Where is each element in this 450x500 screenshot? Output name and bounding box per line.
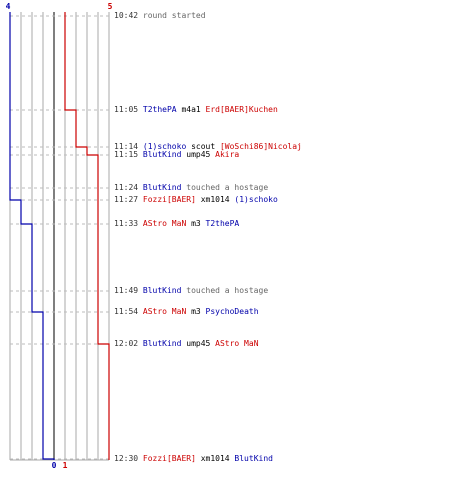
event-player-red: Erd[BAER]Kuchen — [205, 105, 278, 114]
event-info: round started — [142, 11, 206, 20]
event-row: 11:27 Fozzi[BAER] xm1014 (1)schoko — [114, 195, 278, 204]
event-row: 12:30 Fozzi[BAER] xm1014 BlutKind — [114, 454, 273, 463]
event-player-blue: (1)schoko — [234, 195, 278, 204]
event-time: 12:30 — [114, 454, 143, 463]
event-time: 11:27 — [114, 195, 143, 204]
event-row: 11:24 BlutKind touched a hostage — [114, 183, 268, 192]
event-info: touched a hostage — [181, 286, 269, 295]
event-weapon: xm1014 — [195, 454, 235, 463]
red-team-alive-line — [64, 12, 110, 460]
event-info: touched a hostage — [181, 183, 269, 192]
event-player-blue: BlutKind — [142, 286, 182, 295]
event-row: 11:33 AStro MaN m3 T2thePA — [114, 219, 239, 228]
event-player-blue: BlutKind — [142, 183, 182, 192]
event-player-blue: BlutKind — [142, 150, 182, 159]
event-time: 11:54 — [114, 307, 143, 316]
event-weapon: m4a1 — [176, 105, 206, 114]
event-row: 11:15 BlutKind ump45 Akira — [114, 150, 239, 159]
event-weapon: ump45 — [181, 150, 216, 159]
event-player-red: AStro MaN — [142, 219, 187, 228]
event-player-red: Fozzi[BAER] — [142, 454, 196, 463]
event-player-blue: T2thePA — [205, 219, 240, 228]
event-log: 10:42 round started 11:05 T2thePA m4a1 Er… — [114, 0, 450, 500]
event-player-red: AStro MaN — [142, 307, 187, 316]
red-start-count: 5 — [108, 2, 113, 11]
blue-start-count: 4 — [6, 2, 11, 11]
event-time: 10:42 — [114, 11, 143, 20]
event-player-red: [WoSchi86]Nicolaj — [219, 142, 302, 151]
event-player-blue: (1)schoko — [142, 142, 187, 151]
event-row: 11:05 T2thePA m4a1 Erd[BAER]Kuchen — [114, 105, 278, 114]
event-weapon: ump45 — [181, 339, 216, 348]
red-end-count: 1 — [63, 461, 68, 470]
event-weapon: xm1014 — [195, 195, 235, 204]
event-weapon: m3 — [186, 219, 206, 228]
event-player-red: AStro MaN — [215, 339, 259, 348]
event-row: 11:49 BlutKind touched a hostage — [114, 286, 268, 295]
event-time: 11:49 — [114, 286, 143, 295]
event-player-blue: T2thePA — [142, 105, 177, 114]
event-player-blue: BlutKind — [142, 339, 182, 348]
event-weapon: scout — [186, 142, 220, 151]
blue-team-alive-line — [9, 12, 55, 460]
event-time: 11:05 — [114, 105, 143, 114]
event-time: 11:15 — [114, 150, 143, 159]
event-weapon: m3 — [186, 307, 206, 316]
event-row: 11:14 (1)schoko scout [WoSchi86]Nicolaj — [114, 142, 302, 151]
blue-end-count: 0 — [52, 461, 57, 470]
event-time: 11:33 — [114, 219, 143, 228]
event-player-red: Fozzi[BAER] — [142, 195, 196, 204]
event-time: 11:14 — [114, 142, 143, 151]
event-player-blue: PsychoDeath — [205, 307, 259, 316]
event-row: 11:54 AStro MaN m3 PsychoDeath — [114, 307, 259, 316]
event-player-blue: BlutKind — [234, 454, 273, 463]
event-time: 11:24 — [114, 183, 143, 192]
event-row: 10:42 round started — [114, 11, 206, 20]
event-row: 12:02 BlutKind ump45 AStro MaN — [114, 339, 259, 348]
event-player-red: Akira — [215, 150, 240, 159]
event-time: 12:02 — [114, 339, 143, 348]
